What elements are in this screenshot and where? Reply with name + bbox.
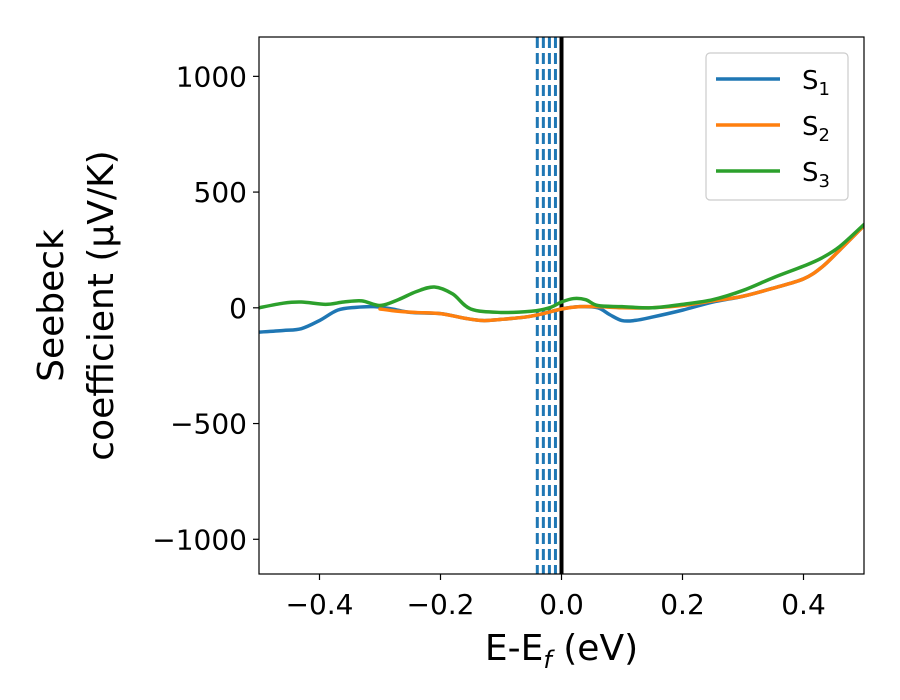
legend-label-subscript: 2 bbox=[819, 125, 830, 146]
y-tick-label: −1000 bbox=[152, 523, 247, 556]
plot-area bbox=[259, 37, 864, 574]
legend-label-main: S bbox=[802, 66, 819, 96]
x-tick-label: −0.2 bbox=[407, 588, 475, 621]
x-axis-title: E-Ef (eV) bbox=[485, 628, 638, 674]
legend-label-subscript: 3 bbox=[819, 171, 830, 192]
y-tick-label: 0 bbox=[229, 292, 247, 325]
legend-label-main: S bbox=[802, 158, 819, 188]
legend-label-main: S bbox=[802, 112, 819, 142]
legend-label-s1: S1 bbox=[802, 66, 830, 100]
series-line-s3 bbox=[259, 222, 864, 315]
y-tick-label: −500 bbox=[170, 408, 247, 441]
x-tick-label: −0.4 bbox=[286, 588, 354, 621]
y-tick-label: 500 bbox=[194, 176, 247, 209]
y-axis-title-line1: Seebeck bbox=[31, 229, 72, 382]
series-line-s2 bbox=[378, 223, 864, 323]
y-axis-title-line2: coefficient (μV/K) bbox=[81, 150, 122, 460]
x-axis-title-unit: (eV) bbox=[552, 628, 638, 669]
x-tick-label: 0.0 bbox=[539, 588, 584, 621]
axes: −0.4 −0.2 0.0 0.2 0.4 −1000 −500 0 500 1000 E-Ef (… bbox=[31, 36, 865, 674]
x-tick-label: 0.2 bbox=[660, 588, 705, 621]
y-tick-label: 1000 bbox=[176, 60, 247, 93]
x-tick-label: 0.4 bbox=[781, 588, 826, 621]
legend-label-s3: S3 bbox=[802, 158, 830, 192]
legend-label-s2: S2 bbox=[802, 112, 830, 146]
legend-label-subscript: 1 bbox=[819, 79, 830, 100]
x-axis-title-main: E-E bbox=[485, 628, 543, 669]
